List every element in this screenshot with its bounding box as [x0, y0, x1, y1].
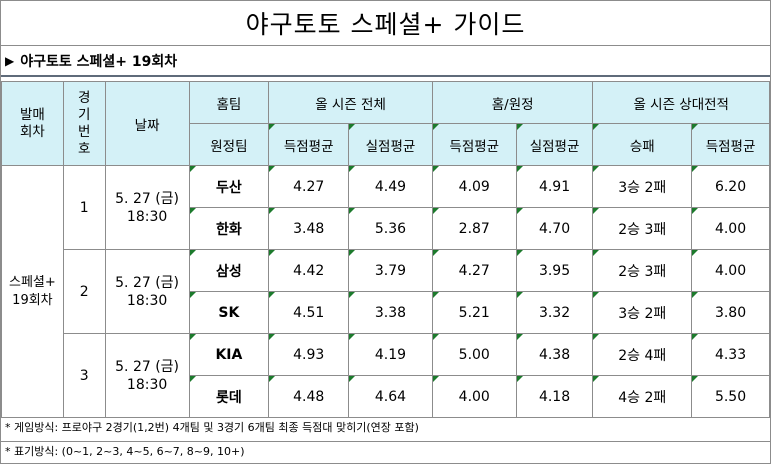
team-name: 한화 [188, 207, 270, 250]
stats-table: 발매 회차 경 기 번 호 날짜 홈팀 올 시즌 전체 홈/원정 올 시즌 상대… [1, 81, 770, 418]
home-away-allowed-avg-header: 실점평균 [515, 123, 594, 166]
home-away-allowed-avg: 4.70 [515, 207, 594, 250]
round-header: 발매 회차 [1, 81, 64, 166]
triangle-right-icon: ▶ [5, 54, 15, 68]
season-score-avg-header: 득점평균 [268, 123, 350, 166]
team-name: 삼성 [188, 249, 270, 292]
season-allowed-avg: 4.49 [348, 165, 433, 208]
table-row: SK 4.51 3.38 5.21 3.32 3승 2패 3.80 [2, 291, 770, 334]
away-team-header: 원정팀 [188, 123, 270, 166]
season-allowed-avg: 3.38 [348, 291, 433, 334]
home-team-header: 홈팀 [188, 81, 270, 124]
season-score-avg: 4.27 [268, 165, 350, 208]
date-cell: 5. 27 (금) 18:30 [104, 249, 190, 334]
h2h-score-avg: 4.33 [691, 333, 770, 376]
season-score-avg: 4.51 [268, 291, 350, 334]
season-score-avg: 3.48 [268, 207, 350, 250]
h2h-score-avg: 3.80 [691, 291, 770, 334]
game-number-header: 경 기 번 호 [62, 81, 106, 166]
head-to-head-header: 올 시즌 상대전적 [592, 81, 770, 124]
h2h-record: 2승 3패 [592, 249, 693, 292]
season-allowed-avg: 4.19 [348, 333, 433, 376]
table-row: 롯데 4.48 4.64 4.00 4.18 4승 2패 5.50 [2, 375, 770, 418]
home-away-allowed-avg: 4.18 [515, 375, 594, 418]
h2h-score-avg: 5.50 [691, 375, 770, 418]
home-away-allowed-avg: 4.91 [515, 165, 594, 208]
record-header: 승패 [592, 123, 693, 166]
table-row: 스페셜+ 19회차 1 5. 27 (금) 18:30 두산 4.27 4.49… [1, 165, 770, 418]
table-row: 3 5. 27 (금) 18:30 KIA 4.93 4.19 5.00 4.3… [2, 333, 770, 418]
home-away-header: 홈/원정 [431, 81, 594, 124]
h2h-record: 3승 2패 [592, 291, 693, 334]
date-cell: 5. 27 (금) 18:30 [104, 165, 190, 250]
h2h-record: 2승 4패 [592, 333, 693, 376]
section-heading: ▶ 야구토토 스페셜+ 19회차 [1, 47, 770, 77]
season-score-avg: 4.93 [268, 333, 350, 376]
h2h-record: 4승 2패 [592, 375, 693, 418]
h2h-score-avg: 4.00 [691, 207, 770, 250]
season-total-header: 올 시즌 전체 [268, 81, 433, 124]
date-cell: 5. 27 (금) 18:30 [104, 333, 190, 418]
season-allowed-avg: 5.36 [348, 207, 433, 250]
season-allowed-avg: 3.79 [348, 249, 433, 292]
home-away-score-avg: 4.27 [431, 249, 517, 292]
team-name: SK [188, 291, 270, 334]
home-away-score-avg: 2.87 [431, 207, 517, 250]
h2h-score-avg: 6.20 [691, 165, 770, 208]
home-away-score-avg: 4.00 [431, 375, 517, 418]
game-number-cell: 1 [62, 165, 106, 250]
round-cell: 스페셜+ 19회차 [1, 165, 64, 418]
home-away-allowed-avg: 3.95 [515, 249, 594, 292]
home-away-score-avg: 5.00 [431, 333, 517, 376]
game-number-cell: 2 [62, 249, 106, 334]
section-heading-label: 야구토토 스페셜+ 19회차 [20, 54, 178, 70]
home-away-score-avg-header: 득점평균 [431, 123, 517, 166]
season-score-avg: 4.42 [268, 249, 350, 292]
date-header: 날짜 [104, 81, 190, 166]
h2h-record: 2승 3패 [592, 207, 693, 250]
game-number-cell: 3 [62, 333, 106, 418]
home-away-allowed-avg: 4.38 [515, 333, 594, 376]
home-away-allowed-avg: 3.32 [515, 291, 594, 334]
table-row: 2 5. 27 (금) 18:30 삼성 4.42 3.79 4.27 3.95… [2, 249, 770, 334]
team-name: KIA [188, 333, 270, 376]
game-method-note: * 게임방식: 프로야구 2경기(1,2번) 4개팀 및 3경기 6개팀 최종 … [1, 417, 770, 436]
home-away-score-avg: 4.09 [431, 165, 517, 208]
h2h-score-avg: 4.00 [691, 249, 770, 292]
season-allowed-avg-header: 실점평균 [348, 123, 433, 166]
season-allowed-avg: 4.64 [348, 375, 433, 418]
notation-note: * 표기방식: (0~1, 2~3, 4~5, 6~7, 8~9, 10+) [1, 441, 770, 460]
team-name: 두산 [188, 165, 270, 208]
page-title: 야구토토 스페셜+ 가이드 [1, 1, 770, 46]
home-away-score-avg: 5.21 [431, 291, 517, 334]
h2h-record: 3승 2패 [592, 165, 693, 208]
team-name: 롯데 [188, 375, 270, 418]
h2h-score-avg-header: 득점평균 [691, 123, 770, 166]
season-score-avg: 4.48 [268, 375, 350, 418]
